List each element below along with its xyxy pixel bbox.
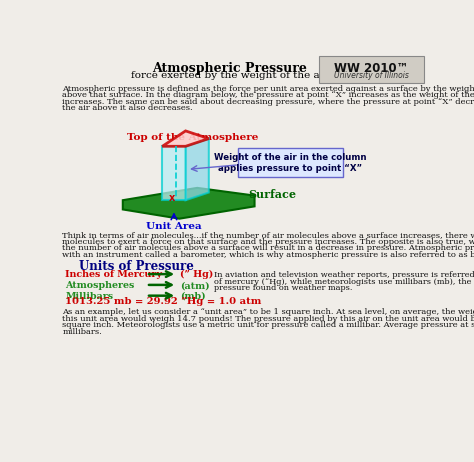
Text: 1013.25 mb = 29.92 ”Hg = 1.0 atm: 1013.25 mb = 29.92 ”Hg = 1.0 atm bbox=[65, 297, 262, 306]
Text: Weight of the air in the column
applies pressure to point “X”: Weight of the air in the column applies … bbox=[214, 153, 366, 173]
Text: (” Hg): (” Hg) bbox=[180, 270, 213, 280]
Text: Millibars: Millibars bbox=[65, 292, 114, 301]
FancyBboxPatch shape bbox=[319, 56, 423, 83]
Text: University of Illinois: University of Illinois bbox=[334, 71, 409, 80]
Text: Atmospheric pressure is defined as the force per unit area exerted against a sur: Atmospheric pressure is defined as the f… bbox=[63, 85, 474, 93]
Text: Atmospheres: Atmospheres bbox=[65, 281, 135, 290]
Text: x: x bbox=[169, 193, 175, 203]
FancyBboxPatch shape bbox=[237, 148, 343, 177]
Text: As an example, let us consider a “unit area” to be 1 square inch. At sea level, : As an example, let us consider a “unit a… bbox=[63, 308, 474, 316]
Polygon shape bbox=[162, 131, 209, 146]
Text: above that surface. In the diagram below, the pressure at point “X” increases as: above that surface. In the diagram below… bbox=[63, 91, 474, 99]
Text: force exerted by the weight of the air: force exerted by the weight of the air bbox=[131, 71, 328, 80]
Polygon shape bbox=[123, 188, 255, 219]
Text: molecules to exert a force on that surface and the pressure increases. The oppos: molecules to exert a force on that surfa… bbox=[63, 237, 474, 245]
Text: of mercury (“Hg), while meteorologists use millibars (mb), the unit of: of mercury (“Hg), while meteorologists u… bbox=[214, 278, 474, 286]
Text: Atmospheric Pressure: Atmospheric Pressure bbox=[152, 62, 307, 75]
Text: (atm): (atm) bbox=[180, 281, 210, 290]
Polygon shape bbox=[186, 139, 209, 200]
Text: Top of the Atmosphere: Top of the Atmosphere bbox=[127, 133, 258, 142]
Text: Unit Area: Unit Area bbox=[146, 222, 202, 231]
Text: Units of Pressure: Units of Pressure bbox=[79, 260, 194, 273]
Text: the number of air molecules above a surface will result in a decrease in pressur: the number of air molecules above a surf… bbox=[63, 244, 474, 252]
Polygon shape bbox=[162, 146, 186, 200]
Text: this unit area would weigh 14.7 pounds! The pressure applied by this air on the : this unit area would weigh 14.7 pounds! … bbox=[63, 315, 474, 322]
Text: Surface: Surface bbox=[248, 188, 296, 200]
Text: In aviation and television weather reports, pressure is referred to in inches: In aviation and television weather repor… bbox=[214, 271, 474, 279]
Text: WW 2010™: WW 2010™ bbox=[334, 61, 409, 74]
Text: the air above it also decreases.: the air above it also decreases. bbox=[63, 104, 193, 112]
Text: (mb): (mb) bbox=[180, 292, 206, 301]
Text: Inches of Mercury: Inches of Mercury bbox=[65, 270, 162, 279]
Text: millibars.: millibars. bbox=[63, 328, 102, 335]
Text: pressure found on weather maps.: pressure found on weather maps. bbox=[214, 284, 353, 292]
Text: increases. The same can be said about decreasing pressure, where the pressure at: increases. The same can be said about de… bbox=[63, 98, 474, 106]
Text: with an instrument called a barometer, which is why atmospheric pressure is also: with an instrument called a barometer, w… bbox=[63, 250, 474, 259]
Text: Think in terms of air molecules...if the number of air molecules above a surface: Think in terms of air molecules...if the… bbox=[63, 231, 474, 239]
Text: square inch. Meteorologists use a metric unit for pressure called a millibar. Av: square inch. Meteorologists use a metric… bbox=[63, 321, 474, 329]
